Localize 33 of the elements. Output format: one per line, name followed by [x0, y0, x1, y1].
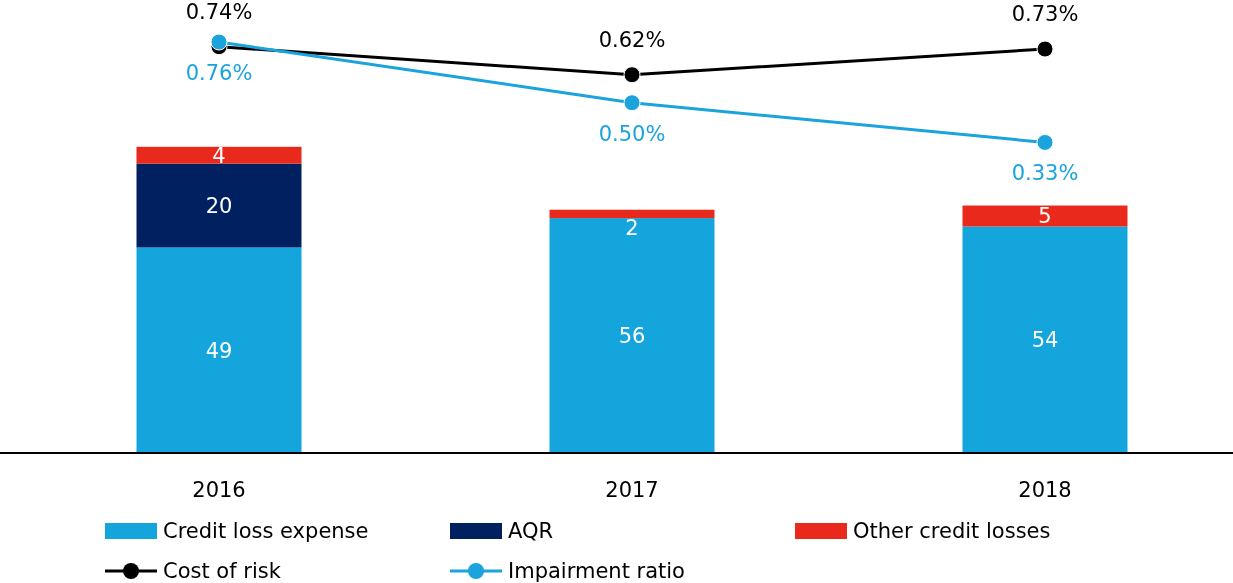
- data-label: 56: [618, 323, 646, 348]
- bar: [549, 218, 715, 453]
- point: [623, 94, 641, 112]
- data-label: 0.62%: [598, 27, 666, 52]
- data-label: 54: [1031, 328, 1059, 353]
- data-label: 0.73%: [1011, 2, 1079, 27]
- data-label: 0.33%: [1011, 161, 1079, 186]
- point: [1036, 40, 1054, 58]
- data-label: 49: [205, 338, 233, 363]
- legend-label: AQR: [508, 519, 554, 544]
- x-tick-label: 2018: [1018, 478, 1072, 503]
- bar: [136, 247, 302, 453]
- bar: [549, 209, 715, 219]
- data-label: 4: [212, 143, 226, 168]
- point: [1036, 133, 1054, 151]
- data-label: 0.76%: [185, 61, 253, 86]
- bar: [962, 226, 1128, 453]
- x-tick-label: 2016: [192, 478, 246, 503]
- point: [210, 33, 228, 51]
- data-label: 2: [625, 216, 639, 241]
- legend-label: Cost of risk: [163, 559, 282, 583]
- bar: [962, 205, 1128, 227]
- legend-label: Credit loss expense: [163, 519, 369, 544]
- data-label: 20: [205, 193, 233, 218]
- point: [623, 66, 641, 84]
- bar: [136, 163, 302, 248]
- x-tick-label: 2017: [605, 478, 659, 503]
- legend-label: Impairment ratio: [508, 559, 685, 583]
- data-label: 5: [1038, 204, 1052, 229]
- data-label: 0.74%: [185, 0, 253, 24]
- legend-label: Other credit losses: [853, 519, 1051, 544]
- data-label: 0.50%: [598, 121, 666, 146]
- bar: [136, 146, 302, 164]
